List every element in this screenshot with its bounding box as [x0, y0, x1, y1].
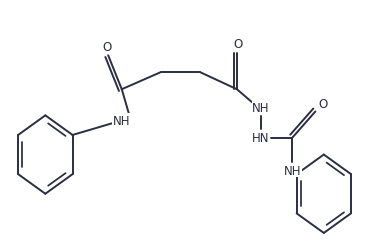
Text: O: O [318, 98, 327, 111]
Text: O: O [102, 40, 112, 54]
Text: O: O [233, 38, 242, 51]
Text: NH: NH [113, 114, 130, 128]
Text: HN: HN [252, 132, 270, 144]
Text: NH: NH [284, 164, 301, 177]
Text: NH: NH [252, 102, 270, 114]
